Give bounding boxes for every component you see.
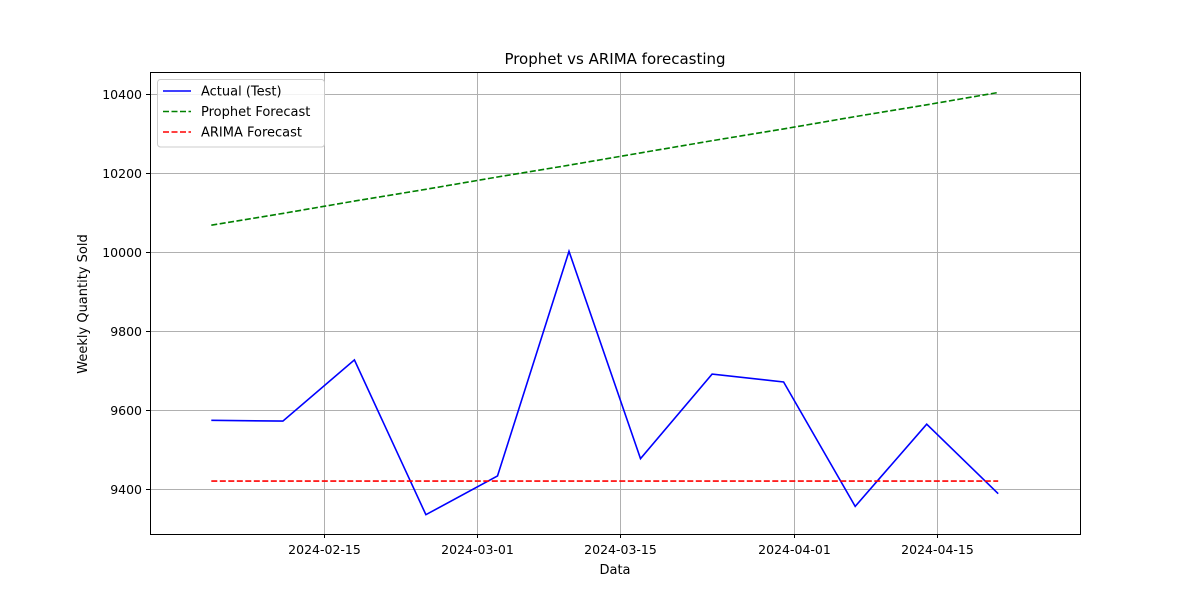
legend-label: Prophet Forecast bbox=[201, 105, 310, 120]
x-tick-label: 2024-03-15 bbox=[584, 542, 657, 557]
y-tick-label: 9400 bbox=[110, 482, 142, 497]
x-tick-label: 2024-03-01 bbox=[441, 542, 514, 557]
legend-box bbox=[157, 79, 325, 148]
y-tick-label: 9600 bbox=[110, 403, 142, 418]
series-group bbox=[211, 91, 999, 516]
chart-title: Prophet vs ARIMA forecasting bbox=[504, 50, 725, 68]
y-axis-label: Weekly Quantity Sold bbox=[76, 234, 91, 373]
legend-label: Actual (Test) bbox=[201, 85, 282, 100]
x-tick-label: 2024-02-15 bbox=[288, 542, 361, 557]
x-axis-label: Data bbox=[599, 563, 630, 578]
y-tick-label: 9800 bbox=[110, 324, 142, 339]
legend: Actual (Test) Prophet Forecast ARIMA Forec… bbox=[157, 79, 325, 148]
y-tick-label: 10000 bbox=[102, 245, 142, 260]
series-line-actual-test bbox=[211, 248, 999, 516]
legend-label: ARIMA Forecast bbox=[201, 126, 302, 141]
y-tick-label: 10200 bbox=[102, 166, 142, 181]
plot-frame bbox=[150, 72, 1081, 535]
x-tick-label: 2024-04-15 bbox=[901, 542, 974, 557]
axes-ticks: 2024-02-15 2024-03-01 2024-03-15 2024-04-01… bbox=[102, 87, 974, 557]
y-tick-label: 10400 bbox=[102, 87, 142, 102]
series-line-prophet-forecast bbox=[211, 91, 999, 226]
x-tick-label: 2024-04-01 bbox=[758, 542, 831, 557]
grid bbox=[150, 72, 1080, 534]
